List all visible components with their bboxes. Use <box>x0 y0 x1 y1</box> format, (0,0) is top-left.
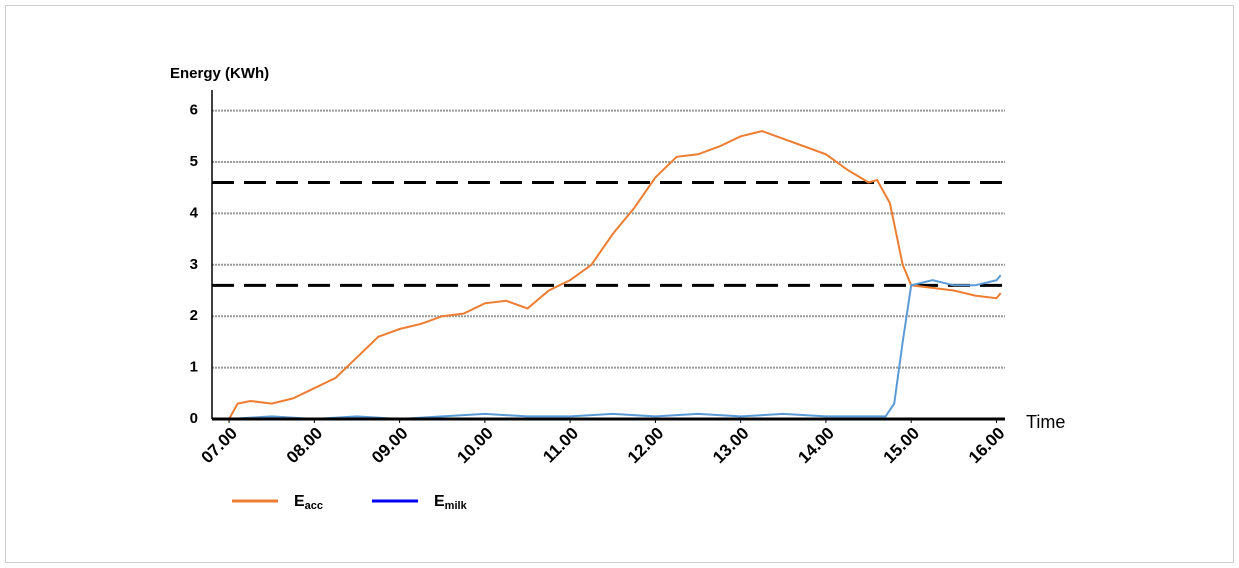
y-tick-label: 0 <box>190 410 198 427</box>
legend-subscript: acc <box>305 500 323 512</box>
frame <box>5 5 1234 563</box>
x-tick-label: 16.00 <box>965 424 1009 468</box>
x-tick-label: 12.00 <box>624 424 668 468</box>
legend-label: Eacc <box>294 493 323 512</box>
legend-label: Emilk <box>434 493 468 512</box>
y-tick-label: 3 <box>190 256 198 273</box>
y-tick-label: 5 <box>190 153 198 170</box>
x-tick-label: 15.00 <box>880 424 924 468</box>
legend-subscript: milk <box>445 500 468 512</box>
x-tick-label: 13.00 <box>709 424 753 468</box>
legend-name: E <box>294 493 305 510</box>
x-tick-label: 14.00 <box>794 424 838 468</box>
y-tick-label: 4 <box>190 204 199 221</box>
y-tick-label: 2 <box>190 307 198 324</box>
x-tick-label: 09.00 <box>368 424 412 468</box>
x-axis-label: Time <box>1026 412 1065 432</box>
x-tick-label: 10.00 <box>453 424 497 468</box>
y-tick-label: 1 <box>190 359 198 376</box>
x-tick-label: 11.00 <box>539 424 582 467</box>
x-tick-label: 07.00 <box>198 424 242 468</box>
x-tick-label: 08.00 <box>283 424 327 468</box>
legend-name: E <box>434 493 445 510</box>
y-axis-label: Energy (KWh) <box>170 65 269 82</box>
series-line <box>228 130 1002 420</box>
y-tick-label: 6 <box>190 102 198 119</box>
series-line <box>229 274 1002 421</box>
